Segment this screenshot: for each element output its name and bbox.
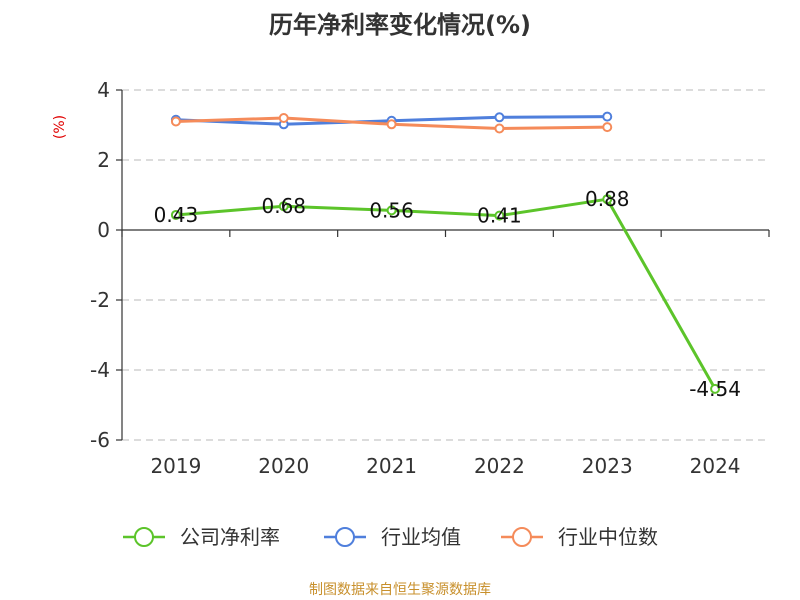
y-tick-label: 2 [97,148,110,172]
legend-item[interactable]: 公司净利率 [123,525,280,549]
y-tick-label: -6 [90,428,110,452]
legend-marker-icon [335,527,355,547]
y-tick-label: 4 [97,78,110,102]
data-point [278,113,289,123]
data-label: 0.56 [369,198,414,222]
legend-label: 公司净利率 [180,525,280,549]
y-tick-label: 0 [97,218,110,242]
data-point [170,116,181,127]
y-tick-label: -2 [90,288,110,312]
x-tick-label: 2023 [582,454,633,478]
data-point [602,194,613,205]
legend-item[interactable]: 行业中位数 [501,525,658,549]
x-tick-label: 2019 [150,454,201,478]
data-point [710,383,721,394]
grid [122,89,769,441]
legend-label: 行业均值 [381,525,461,549]
x-tick-label: 2022 [474,454,525,478]
legend-label: 行业中位数 [558,525,658,549]
legend-item[interactable]: 行业均值 [324,525,461,549]
data-label: 0.88 [585,187,630,211]
data-point [170,209,181,220]
data-label: 0.43 [154,203,199,227]
data-point [278,201,289,212]
data-label: 0.41 [477,204,522,228]
y-unit-label: (%) [52,115,68,139]
data-point [386,119,397,130]
data-point [494,210,505,221]
legend-marker-icon [512,527,532,547]
data-label: -4.54 [689,377,741,401]
series-group [170,111,721,394]
data-point [602,122,613,133]
legend[interactable]: 公司净利率 行业均值 行业中位数 [123,525,658,549]
data-point [494,123,505,134]
data-labels: 0.43 0.68 0.56 0.41 0.88 -4.54 [154,187,741,401]
y-tick-label: -4 [90,358,110,382]
data-point [494,112,505,123]
legend-marker-icon [134,527,154,547]
data-point [386,205,397,216]
source-note: 制图数据来自恒生聚源数据库 [309,582,491,598]
series-line [175,197,717,390]
x-tick-label: 2024 [690,454,741,478]
x-tick-label: 2021 [366,454,417,478]
x-tick-label: 2020 [258,454,309,478]
data-label: 0.68 [261,194,306,218]
chart-title: 历年净利率变化情况(%) [269,11,531,39]
axes: 4 2 0 -2 -4 -6 2019 2020 2021 2022 2023 2024 [90,78,770,478]
data-point [602,111,613,122]
